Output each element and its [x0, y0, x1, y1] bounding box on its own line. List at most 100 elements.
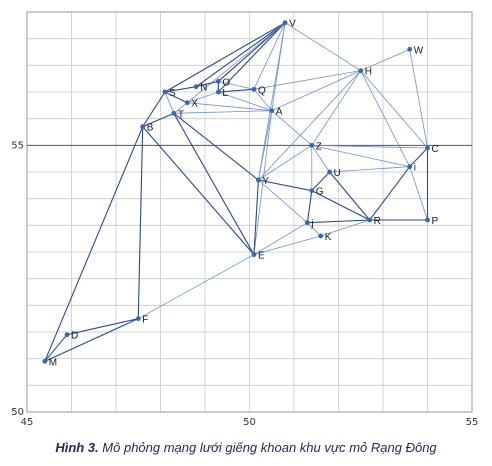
- node-D: [64, 332, 70, 338]
- node-A: [269, 108, 275, 114]
- edge-L-X: [187, 91, 219, 104]
- node-label-X: X: [191, 99, 198, 110]
- node-label-Z: Z: [316, 141, 322, 152]
- edge-E-F: [138, 254, 255, 320]
- edge-i-R: [369, 166, 411, 221]
- edge-H-Q: [253, 70, 361, 90]
- y-tick-label: 50: [11, 407, 24, 418]
- network-edges: [44, 22, 429, 362]
- edge-V-H: [284, 22, 361, 72]
- edge-K-R: [320, 219, 370, 237]
- edge-H-C: [360, 70, 428, 149]
- node-K: [318, 233, 324, 239]
- edge-G-j: [306, 190, 313, 223]
- edge-U-G: [311, 171, 330, 192]
- edge-O-Q: [218, 80, 255, 90]
- node-W: [407, 46, 413, 52]
- edge-j-R: [307, 219, 370, 224]
- edge-Y-E: [253, 179, 259, 255]
- figure-caption: Hình 3. Mô phỏng mạng lưới giếng khoan k…: [0, 440, 492, 455]
- node-U: [327, 169, 332, 175]
- edge-T-X: [173, 102, 188, 114]
- edge-V-N: [195, 22, 286, 88]
- edge-Z-C: [311, 144, 428, 149]
- node-label-T: T: [178, 109, 184, 120]
- node-V: [282, 20, 288, 26]
- edge-j-K: [307, 222, 321, 237]
- node-label-L: L: [222, 88, 228, 99]
- edge-T-E: [173, 113, 255, 255]
- node-Z: [309, 142, 315, 148]
- node-O: [215, 78, 221, 84]
- edge-A-E: [253, 110, 273, 255]
- node-label-G: G: [316, 187, 324, 198]
- edge-A-Q: [253, 89, 273, 111]
- edge-B-F: [137, 126, 144, 319]
- node-label-j: j: [310, 219, 313, 230]
- x-tick-label: 50: [243, 417, 256, 428]
- edge-C-i: [409, 147, 428, 168]
- edge-H-Z: [311, 70, 362, 146]
- edge-U-i: [329, 166, 410, 173]
- edge-U-R: [329, 171, 371, 221]
- node-j: [304, 220, 310, 226]
- edge-L-A: [218, 91, 272, 112]
- node-label-C: C: [432, 144, 439, 155]
- node-Y: [256, 177, 261, 183]
- edge-T-B: [142, 112, 175, 128]
- edge-V-L: [217, 22, 286, 93]
- node-E: [251, 252, 257, 258]
- grid-lines: [26, 11, 473, 413]
- edge-K-E: [253, 235, 321, 256]
- node-label-S: S: [169, 88, 176, 99]
- edge-V-Y: [258, 22, 286, 181]
- node-label-F: F: [142, 315, 148, 326]
- x-tick-label: 45: [21, 417, 34, 428]
- edge-H-A: [271, 70, 361, 112]
- node-C: [425, 145, 430, 151]
- edge-B-M: [44, 126, 144, 362]
- edge-D-M: [44, 334, 68, 362]
- edge-W-H: [360, 48, 410, 72]
- node-label-Q: Q: [258, 85, 266, 96]
- node-X: [184, 100, 190, 106]
- edge-G-R: [311, 190, 370, 221]
- node-R: [367, 217, 373, 223]
- edge-A-Z: [271, 110, 313, 146]
- node-T: [171, 110, 177, 116]
- edge-B-E: [142, 126, 255, 256]
- node-L: [215, 89, 221, 95]
- node-G: [309, 188, 315, 194]
- edge-i-P: [409, 166, 428, 221]
- edge-L-Q: [218, 88, 254, 93]
- node-P: [425, 217, 430, 223]
- node-label-A: A: [276, 107, 283, 118]
- edge-j-E: [253, 222, 308, 256]
- edge-T-Y: [173, 112, 259, 181]
- edge-Z-Y: [258, 144, 313, 181]
- x-tick-label: 55: [466, 417, 479, 428]
- edge-H-i: [360, 70, 411, 167]
- node-label-V: V: [289, 19, 296, 30]
- edge-V-S: [164, 22, 286, 93]
- node-F: [135, 316, 141, 322]
- edge-A-Y: [258, 110, 273, 181]
- node-H: [358, 68, 364, 74]
- node-label-W: W: [414, 45, 424, 56]
- node-label-i: i: [414, 163, 416, 174]
- edge-W-C: [409, 49, 428, 149]
- caption-text: Mô phỏng mạng lưới giếng khoan khu vực m…: [102, 440, 437, 455]
- edge-S-N: [164, 86, 197, 93]
- node-N: [193, 84, 199, 90]
- node-label-H: H: [365, 67, 372, 78]
- y-tick-label: 55: [11, 140, 24, 151]
- node-label-M: M: [49, 357, 57, 368]
- node-M: [42, 358, 48, 364]
- edge-V-X: [186, 22, 286, 103]
- node-label-E: E: [258, 251, 265, 262]
- edge-S-B: [142, 91, 166, 127]
- node-label-O: O: [222, 77, 230, 88]
- edge-V-O: [217, 22, 286, 82]
- node-Q: [251, 86, 257, 92]
